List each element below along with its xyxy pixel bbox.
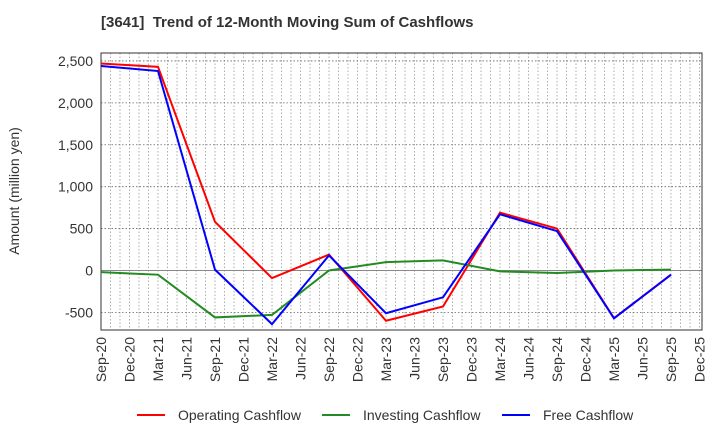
x-tick-label: Dec-24 bbox=[578, 337, 594, 382]
x-tick-label: Dec-25 bbox=[692, 337, 708, 382]
x-tick-label: Mar-23 bbox=[378, 337, 394, 382]
y-tick-label: 1,500 bbox=[58, 137, 93, 153]
grid bbox=[101, 53, 702, 330]
x-tick-label: Jun-21 bbox=[179, 337, 195, 380]
x-tick-label: Dec-22 bbox=[350, 337, 366, 382]
x-tick-label: Sep-24 bbox=[549, 337, 565, 382]
y-tick-label: -500 bbox=[65, 304, 93, 320]
x-tick-label: Mar-21 bbox=[150, 337, 166, 382]
legend-label: Free Cashflow bbox=[543, 407, 634, 423]
x-tick-label: Mar-22 bbox=[264, 337, 280, 382]
x-tick-label: Sep-25 bbox=[663, 337, 679, 382]
x-tick-label: Dec-23 bbox=[464, 337, 480, 382]
y-axis-label: Amount (million yen) bbox=[6, 127, 22, 255]
series-line-investing-cashflow bbox=[100, 259, 672, 319]
y-tick-label: 0 bbox=[85, 262, 93, 278]
x-axis: Sep-20 Dec-20 Mar-21 Jun-21 Sep-21 Dec-21 Mar-… bbox=[93, 337, 708, 382]
series-lines bbox=[100, 62, 672, 326]
x-tick-label: Sep-20 bbox=[93, 337, 109, 382]
x-tick-label: Dec-21 bbox=[236, 337, 252, 382]
plot-frame bbox=[100, 52, 703, 331]
x-tick-label: Jun-23 bbox=[407, 337, 423, 380]
legend-item: Operating Cashflow bbox=[137, 407, 302, 423]
series-line-free-cashflow bbox=[100, 64, 672, 326]
y-tick-label: 2,000 bbox=[58, 95, 93, 111]
x-tick-label: Jun-24 bbox=[521, 337, 537, 380]
x-tick-label: Jun-25 bbox=[635, 337, 651, 380]
x-tick-label: Sep-23 bbox=[435, 337, 451, 382]
legend: Operating Cashflow Investing Cashflow Free… bbox=[137, 407, 634, 423]
x-tick-label: Dec-20 bbox=[122, 337, 138, 382]
x-tick-label: Sep-21 bbox=[207, 337, 223, 382]
legend-label: Operating Cashflow bbox=[178, 407, 302, 423]
x-tick-label: Mar-25 bbox=[606, 337, 622, 382]
x-tick-label: Mar-24 bbox=[492, 337, 508, 382]
x-tick-label: Jun-22 bbox=[293, 337, 309, 380]
x-tick-label: Sep-22 bbox=[321, 337, 337, 382]
y-tick-label: 2,500 bbox=[58, 53, 93, 69]
legend-item: Investing Cashflow bbox=[322, 407, 481, 423]
y-tick-label: 1,000 bbox=[58, 179, 93, 195]
legend-label: Investing Cashflow bbox=[363, 407, 481, 423]
chart-title: [3641] Trend of 12-Month Moving Sum of C… bbox=[101, 14, 474, 31]
y-axis: 2,500 2,000 1,500 1,000 500 0 -500 bbox=[58, 53, 93, 320]
legend-item: Free Cashflow bbox=[502, 407, 634, 423]
y-tick-label: 500 bbox=[70, 221, 94, 237]
